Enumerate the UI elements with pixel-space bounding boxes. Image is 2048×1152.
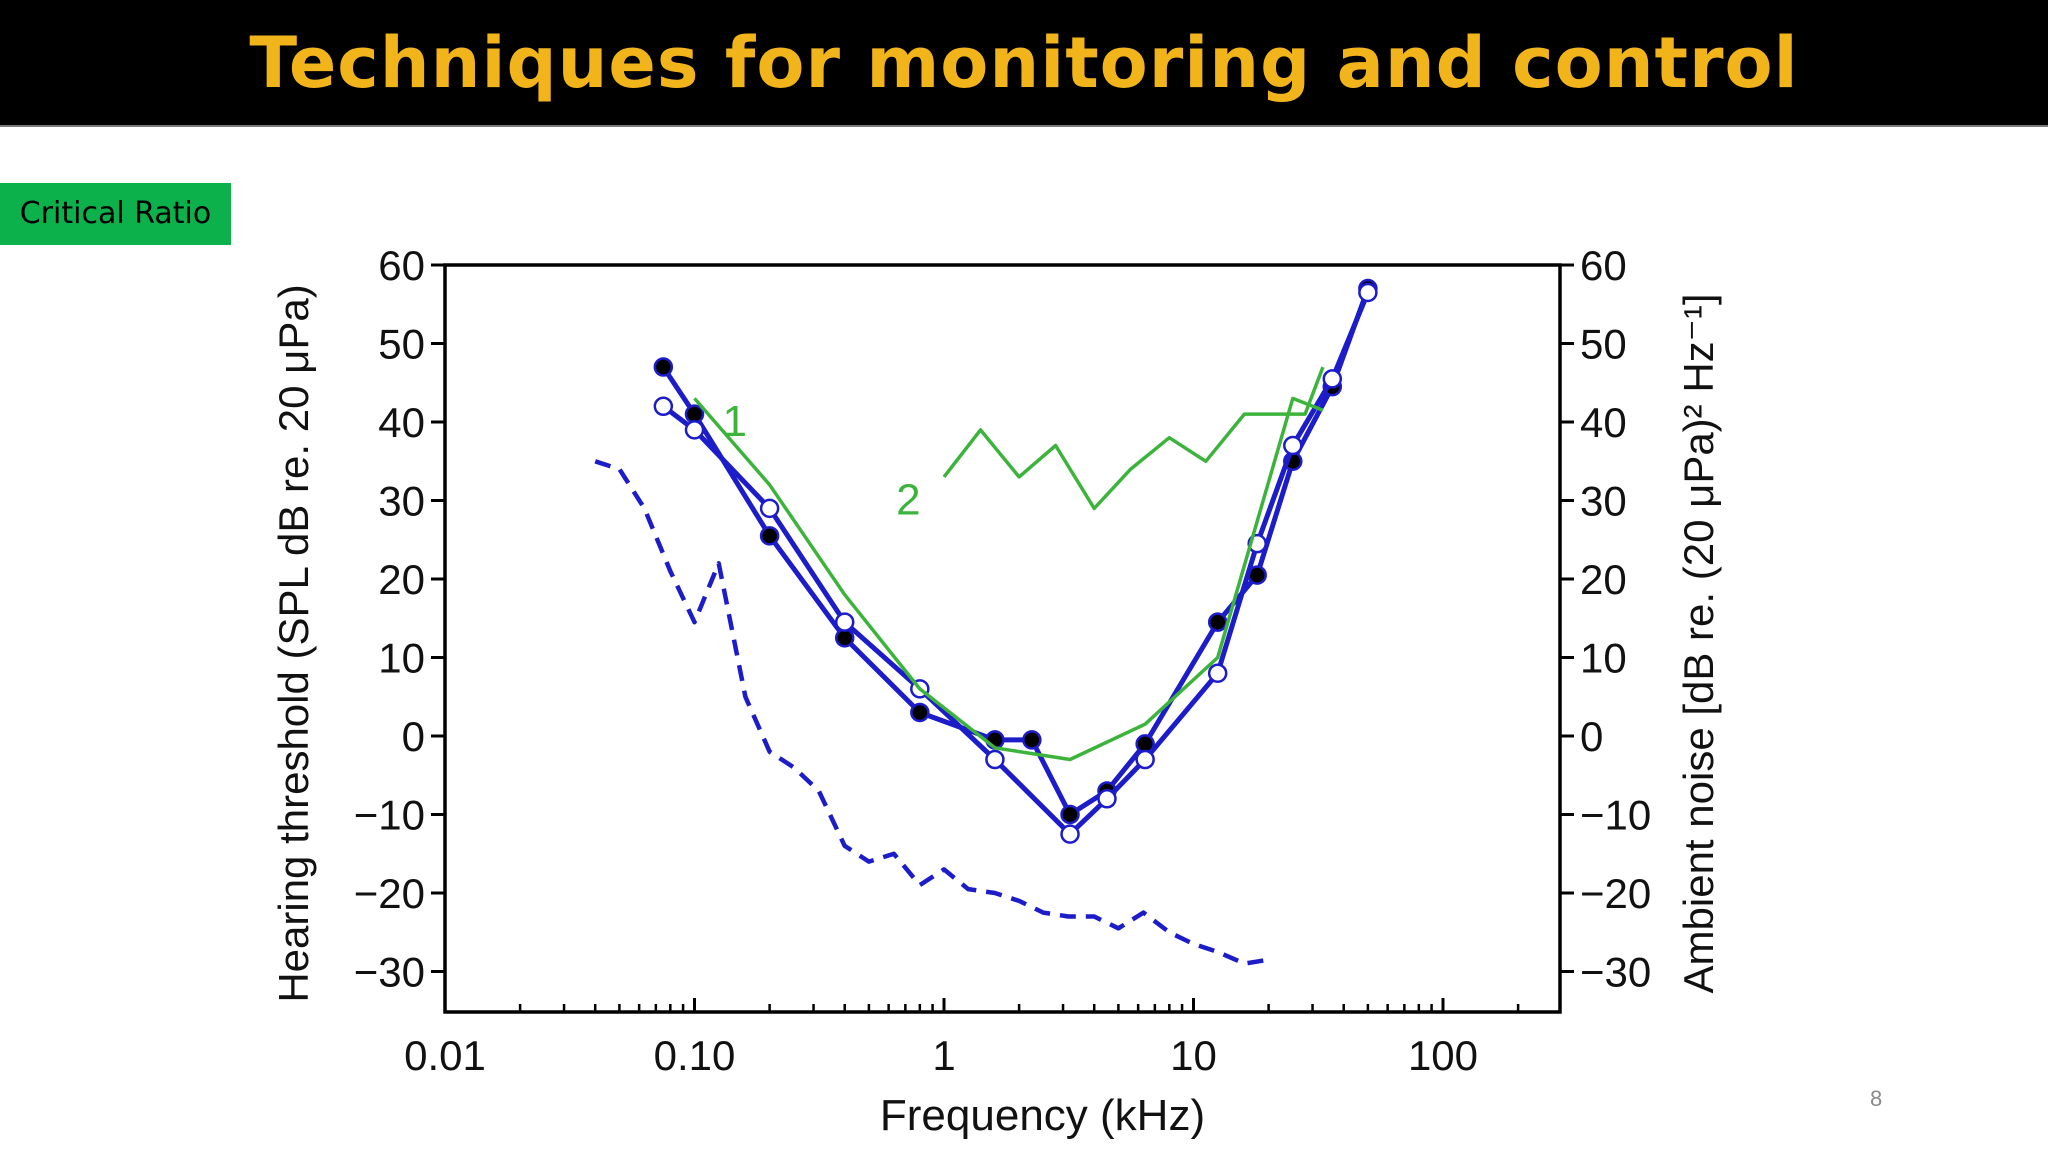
series-line-1	[661, 291, 1371, 837]
y-tick-label-left: 60	[378, 242, 425, 289]
series-line-2	[693, 396, 1324, 762]
x-tick-label: 0.10	[654, 1032, 736, 1079]
y-tick-label-left: 10	[378, 635, 425, 682]
chart-frame	[431, 263, 1574, 1014]
x-tick-label: 100	[1408, 1032, 1478, 1079]
open-marker	[759, 498, 780, 519]
y-tick-label-left: 0	[402, 713, 425, 760]
page-number: 8	[1870, 1086, 1883, 1111]
y-tick-label-right: 60	[1580, 242, 1627, 289]
open-marker	[834, 612, 855, 632]
open-marker	[684, 420, 705, 440]
y-tick-label-left: 40	[378, 399, 425, 446]
y-tick-label-right: 30	[1580, 478, 1627, 525]
open-marker	[1358, 282, 1378, 303]
filled-marker	[1060, 804, 1080, 825]
x-tick-label: 10	[1170, 1032, 1217, 1079]
x-axis-label: Frequency (kHz)	[880, 1091, 1205, 1140]
filled-marker	[1022, 730, 1042, 750]
open-marker	[653, 396, 674, 417]
open-marker	[1135, 749, 1155, 770]
title-bar: Techniques for monitoring and control	[0, 0, 2048, 127]
filled-marker	[910, 702, 930, 723]
y2-axis-label: Ambient noise [dB re. (20 μPa)² Hz⁻¹]	[1675, 294, 1722, 994]
y-tick-label-right: 40	[1580, 399, 1627, 446]
series-line-3	[942, 366, 1325, 511]
open-marker	[1060, 824, 1080, 844]
open-marker	[1322, 369, 1343, 389]
y-tick-label-right: 20	[1580, 556, 1627, 603]
y-tick-label-right: −20	[1580, 870, 1651, 917]
y-axis-label: Hearing threshold (SPL dB re. 20 μPa)	[270, 284, 317, 1002]
open-marker	[1097, 789, 1117, 809]
y-tick-label-left: −10	[354, 792, 425, 839]
open-marker	[1207, 663, 1228, 683]
open-marker	[985, 749, 1005, 770]
filled-marker	[1207, 612, 1228, 632]
open-marker	[1283, 435, 1303, 456]
y-tick-label-right: 50	[1580, 321, 1627, 368]
curve-annotation: 1	[723, 397, 747, 446]
y-tick-label-left: 50	[378, 321, 425, 368]
y-tick-label-right: 0	[1580, 713, 1603, 760]
page-title: Techniques for monitoring and control	[249, 22, 1799, 104]
y-tick-label-right: 10	[1580, 635, 1627, 682]
y-tick-label-right: −30	[1580, 949, 1651, 996]
chart-series	[594, 278, 1378, 966]
y-tick-label-left: 30	[378, 478, 425, 525]
critical-ratio-tag: Critical Ratio	[0, 183, 231, 245]
filled-marker	[759, 526, 780, 546]
x-tick-label: 1	[932, 1032, 955, 1079]
curve-annotation: 2	[896, 476, 920, 525]
y-tick-label-left: 20	[378, 556, 425, 603]
plot-frame	[443, 263, 1562, 1014]
x-tick-label: 0.01	[404, 1032, 486, 1079]
filled-marker	[653, 357, 674, 377]
y-tick-label-left: −20	[354, 870, 425, 917]
y-tick-label-left: −30	[354, 949, 425, 996]
series-line-4	[594, 459, 1269, 966]
y-tick-label-right: −10	[1580, 792, 1651, 839]
